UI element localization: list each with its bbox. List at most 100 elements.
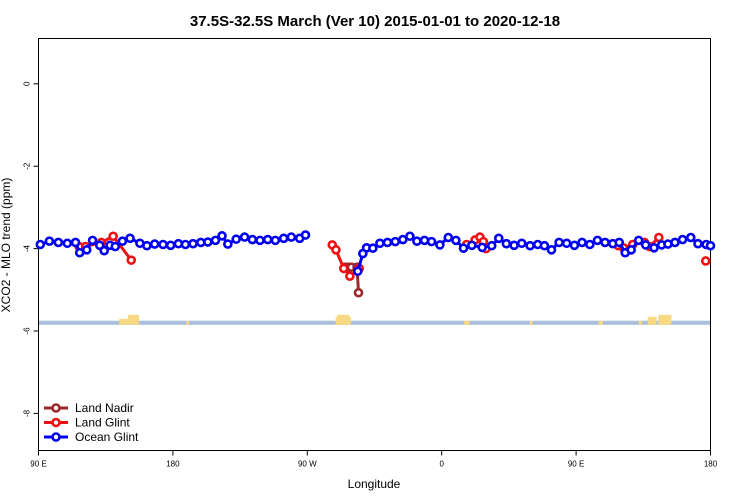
data-point bbox=[554, 237, 564, 248]
data-point bbox=[561, 238, 572, 249]
x-axis: 90 E 180 90 W 0 90 E 180 bbox=[30, 450, 718, 469]
data-point bbox=[247, 234, 258, 245]
data-point bbox=[685, 232, 696, 243]
y-tick-label: -4 bbox=[23, 245, 32, 253]
data-point bbox=[223, 239, 233, 249]
data-point bbox=[451, 235, 461, 246]
data-point bbox=[509, 240, 519, 251]
data-point bbox=[239, 232, 250, 242]
x-tick-label: 180 bbox=[166, 460, 180, 469]
series-layer bbox=[35, 230, 716, 298]
map-land-1 bbox=[128, 314, 140, 325]
data-point bbox=[300, 230, 311, 240]
data-point bbox=[633, 235, 644, 246]
data-point bbox=[486, 240, 497, 251]
data-point bbox=[270, 235, 281, 246]
data-point bbox=[352, 266, 363, 277]
map-land-9 bbox=[647, 316, 657, 325]
legend-marker bbox=[51, 417, 61, 428]
y-axis: 0 -2 -4 -6 -8 bbox=[23, 81, 39, 417]
map-land-10 bbox=[658, 314, 672, 325]
legend-marker bbox=[51, 403, 61, 413]
data-point bbox=[180, 239, 191, 250]
data-point bbox=[125, 233, 135, 244]
x-tick-label: 90 E bbox=[30, 460, 46, 469]
data-point bbox=[188, 238, 198, 249]
data-point bbox=[117, 236, 128, 247]
data-point bbox=[368, 243, 378, 254]
map-land-8 bbox=[638, 320, 643, 325]
data-point bbox=[426, 236, 437, 247]
data-point bbox=[600, 237, 610, 248]
data-point bbox=[705, 240, 716, 251]
data-point bbox=[375, 238, 385, 249]
data-point bbox=[35, 239, 46, 250]
data-point bbox=[592, 235, 603, 246]
data-point bbox=[398, 234, 408, 245]
data-point bbox=[110, 241, 121, 252]
map-land-5 bbox=[464, 320, 470, 325]
data-point bbox=[353, 287, 364, 298]
legend-label: Land Nadir bbox=[75, 401, 134, 415]
data-point bbox=[158, 239, 168, 250]
data-point bbox=[255, 235, 265, 246]
data-point bbox=[203, 237, 213, 247]
legend-label: Land Glint bbox=[75, 416, 130, 430]
map-land-7 bbox=[598, 320, 603, 325]
x-tick-label: 90 E bbox=[568, 460, 584, 469]
chart-title: 37.5S-32.5S March (Ver 10) 2015-01-01 to… bbox=[190, 13, 560, 30]
y-axis-label: XCO2 - MLO trend (ppm) bbox=[0, 178, 13, 313]
x-tick-label: 0 bbox=[439, 460, 444, 469]
data-point bbox=[649, 242, 659, 253]
data-point bbox=[70, 237, 81, 248]
data-point bbox=[62, 238, 73, 249]
data-point bbox=[501, 238, 512, 249]
x-tick-label: 180 bbox=[704, 460, 718, 469]
data-point bbox=[338, 263, 349, 274]
map-land-4 bbox=[335, 316, 352, 325]
data-point bbox=[286, 232, 297, 242]
data-point bbox=[142, 240, 152, 251]
data-point bbox=[700, 256, 711, 266]
data-point bbox=[626, 245, 637, 255]
data-point bbox=[670, 237, 680, 248]
data-point bbox=[382, 237, 393, 248]
data-point bbox=[108, 231, 118, 242]
data-point bbox=[262, 234, 273, 245]
data-point bbox=[405, 231, 415, 242]
series-ocean-glint bbox=[35, 230, 716, 277]
map-ocean bbox=[39, 320, 710, 325]
data-point bbox=[640, 240, 651, 250]
y-tick-label: -2 bbox=[23, 162, 32, 170]
data-point bbox=[443, 232, 454, 243]
data-point bbox=[677, 234, 688, 245]
data-point bbox=[99, 245, 110, 256]
data-point bbox=[569, 240, 580, 251]
data-point bbox=[87, 235, 98, 246]
y-tick-label: 0 bbox=[23, 81, 32, 86]
data-point bbox=[345, 271, 355, 282]
data-point bbox=[149, 239, 160, 249]
data-point bbox=[81, 245, 92, 255]
data-point bbox=[210, 235, 221, 246]
data-point bbox=[577, 237, 587, 248]
data-point bbox=[435, 240, 445, 250]
map-land-6 bbox=[529, 320, 533, 325]
data-point bbox=[539, 240, 550, 251]
data-point bbox=[467, 240, 477, 251]
map-land-2 bbox=[186, 320, 190, 325]
data-point bbox=[217, 231, 227, 241]
data-point bbox=[516, 238, 527, 249]
data-point bbox=[126, 255, 137, 265]
data-point bbox=[412, 236, 422, 247]
data-point bbox=[477, 242, 487, 253]
map-land-0 bbox=[119, 318, 128, 325]
data-point bbox=[44, 236, 55, 247]
x-tick-label: 90 W bbox=[298, 460, 317, 469]
data-point bbox=[546, 245, 557, 255]
legend-label: Ocean Glint bbox=[75, 430, 139, 444]
background-map-band bbox=[39, 314, 710, 325]
x-axis-label: Longitude bbox=[348, 477, 401, 491]
data-point bbox=[654, 232, 664, 243]
y-tick-label: -6 bbox=[23, 327, 32, 335]
